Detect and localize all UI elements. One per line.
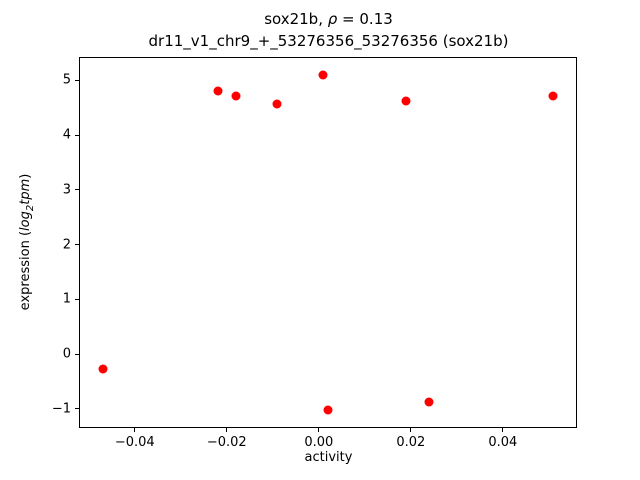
data-point [323,405,333,415]
y-tick-label: 2 [62,237,71,253]
y-tick-label: 5 [62,72,71,88]
data-point [231,91,241,101]
title-gene: sox21b, [264,10,328,28]
y-tick-label: 3 [62,182,71,198]
plot-area [79,57,577,428]
chart-title-line2: dr11_v1_chr9_+_53276356_53276356 (sox21b… [148,32,509,50]
x-axis-label: activity [304,450,353,465]
x-tick-mark [410,428,412,432]
y-tick-mark [75,408,79,410]
y-tick-mark [75,134,79,136]
ylabel-close-paren: ) [18,173,34,179]
x-tick-label: 0.00 [304,435,334,450]
data-point [213,86,223,96]
x-tick-mark [226,428,228,432]
x-tick-label: −0.04 [114,435,155,450]
title-rho-value: = 0.13 [337,10,393,28]
y-tick-mark [75,298,79,300]
y-tick-mark [75,79,79,81]
x-tick-mark [134,428,136,432]
data-point [401,96,411,106]
chart-title-line1: sox21b, ρ = 0.13 [80,8,577,30]
data-point [98,364,108,374]
data-point [424,397,434,407]
y-tick-mark [75,189,79,191]
y-tick-label: −1 [51,401,71,417]
y-tick-mark [75,353,79,355]
title-rho-symbol: ρ [327,10,338,28]
y-tick-mark [75,244,79,246]
x-tick-label: 0.02 [396,435,426,450]
chart-title: sox21b, ρ = 0.13 dr11_v1_chr9_+_53276356… [80,8,577,52]
y-tick-label: 0 [62,346,71,362]
data-point [548,91,558,101]
x-tick-label: −0.02 [206,435,247,450]
y-tick-label: 4 [62,127,71,143]
x-tick-mark [502,428,504,432]
y-tick-label: 1 [62,291,71,307]
x-tick-label: 0.04 [488,435,518,450]
data-point [272,99,282,109]
data-point [318,70,328,80]
x-tick-mark [318,428,320,432]
